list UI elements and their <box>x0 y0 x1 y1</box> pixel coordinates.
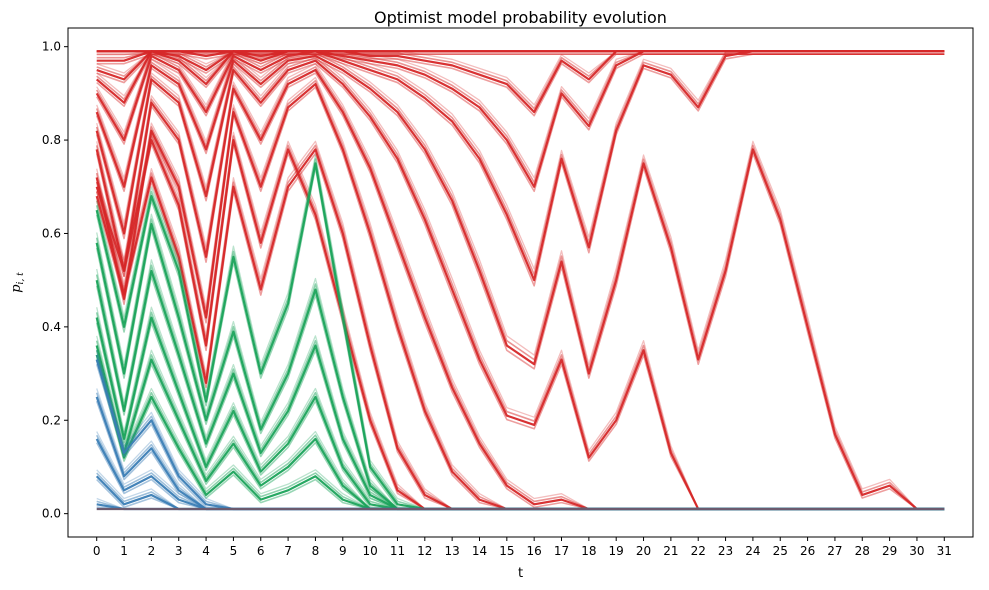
x-tick-label: 7 <box>284 544 292 558</box>
x-tick-label: 23 <box>718 544 733 558</box>
x-tick-label: 30 <box>909 544 924 558</box>
series-line <box>95 52 945 510</box>
x-tick-label: 0 <box>93 544 101 558</box>
x-tick-label: 1 <box>120 544 128 558</box>
x-tick-label: 15 <box>499 544 514 558</box>
x-tick-label: 24 <box>745 544 760 558</box>
x-tick-label: 12 <box>417 544 432 558</box>
y-tick-label: 0.0 <box>42 507 61 521</box>
x-tick-label: 18 <box>581 544 596 558</box>
x-axis-label: t <box>518 566 523 581</box>
x-tick-label: 5 <box>230 544 238 558</box>
y-tick-label: 1.0 <box>42 40 61 54</box>
y-axis: 0.0 0.2 0.4 0.6 0.8 1.0 <box>42 40 68 521</box>
y-axis-label-sub: i, t <box>16 272 26 285</box>
plot-frame <box>67 27 974 538</box>
chart-title: Optimist model probability evolution <box>374 8 667 27</box>
x-tick-label: 21 <box>663 544 678 558</box>
x-tick-label: 20 <box>636 544 651 558</box>
x-tick-label: 25 <box>773 544 788 558</box>
series-line <box>96 53 945 65</box>
y-tick-label: 0.8 <box>42 133 61 147</box>
x-tick-label: 10 <box>362 544 377 558</box>
x-tick-label: 11 <box>390 544 405 558</box>
x-tick-label: 27 <box>827 544 842 558</box>
x-tick-label: 4 <box>202 544 210 558</box>
x-tick-label: 2 <box>148 544 156 558</box>
series-line <box>95 54 945 511</box>
y-tick-label: 0.2 <box>42 413 61 427</box>
y-axis-label-main: p <box>9 284 24 293</box>
x-tick-label: 28 <box>855 544 870 558</box>
plot-area <box>67 27 974 538</box>
series-line <box>95 58 945 510</box>
y-tick-label: 0.4 <box>42 320 61 334</box>
x-tick-label: 14 <box>472 544 487 558</box>
x-tick-label: 16 <box>527 544 542 558</box>
x-tick-label: 8 <box>312 544 320 558</box>
y-tick-label: 0.6 <box>42 226 61 240</box>
x-tick-label: 29 <box>882 544 897 558</box>
x-tick-label: 17 <box>554 544 569 558</box>
x-tick-label: 3 <box>175 544 183 558</box>
x-tick-label: 19 <box>609 544 624 558</box>
x-tick-label: 6 <box>257 544 265 558</box>
x-tick-label: 31 <box>937 544 952 558</box>
x-tick-label: 22 <box>691 544 706 558</box>
series-layer <box>95 50 945 511</box>
series-line <box>96 50 945 510</box>
x-tick-label: 13 <box>445 544 460 558</box>
x-tick-label: 26 <box>800 544 815 558</box>
y-axis-label: pi, t <box>9 272 26 293</box>
x-axis: 0 1 2 3 4 5 6 7 8 9 10 11 12 13 14 15 16 17 18 19 20 21 22 23 24… <box>93 537 952 558</box>
x-tick-label: 9 <box>339 544 347 558</box>
